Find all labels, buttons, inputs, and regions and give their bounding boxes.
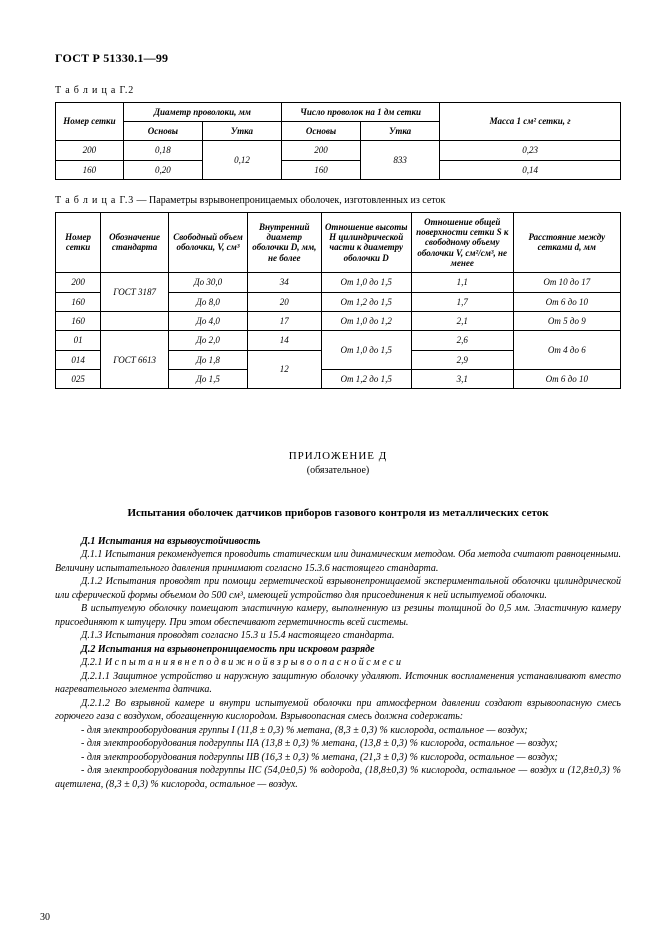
cell: 160	[56, 292, 101, 311]
table-g3: Номер сетки Обозначение стандарта Свобод…	[55, 212, 621, 390]
cell: 025	[56, 370, 101, 389]
th-diam-osn: Основы	[123, 122, 202, 141]
cell: 0,20	[123, 160, 202, 179]
cell: 160	[281, 160, 360, 179]
th: Расстояние между сетками d, мм	[513, 212, 620, 273]
cell: 1,7	[411, 292, 513, 311]
cell: До 1,8	[168, 350, 247, 369]
cell: 2,1	[411, 311, 513, 330]
cell: До 1,5	[168, 370, 247, 389]
cell: От 10 до 17	[513, 273, 620, 292]
d1-title: Д.1 Испытания на взрывоустойчивость	[81, 536, 260, 547]
cell: До 4,0	[168, 311, 247, 330]
appendix-title: ПРИЛОЖЕНИЕ Д	[55, 449, 621, 464]
p-d2-1-1: Д.2.1.1 Защитное устройство и наружную з…	[55, 670, 621, 697]
cell: 0,14	[440, 160, 621, 179]
cell: От 1,0 до 1,5	[321, 331, 411, 370]
p-d1-2a: В испытуемую оболочку помещают эластичну…	[55, 602, 621, 629]
cell: 34	[248, 273, 321, 292]
th: Внутренний диаметр оболочки D, мм, не бо…	[248, 212, 321, 273]
cell: До 30,0	[168, 273, 247, 292]
cell: До 8,0	[168, 292, 247, 311]
cell: 160	[56, 160, 124, 179]
table-row: 160 До 4,0 17 От 1,0 до 1,2 2,1 От 5 до …	[56, 311, 621, 330]
bullet4: - для электрооборудования подгруппы IIС …	[55, 764, 621, 791]
cell	[101, 311, 169, 330]
cell: 20	[248, 292, 321, 311]
cell: 160	[56, 311, 101, 330]
cell: От 5 до 9	[513, 311, 620, 330]
cell: От 1,0 до 1,2	[321, 311, 411, 330]
cell: 2,6	[411, 331, 513, 350]
cell: 3,1	[411, 370, 513, 389]
p-d1-1: Д.1.1 Испытания рекомендуется проводить …	[55, 548, 621, 575]
cell: До 2,0	[168, 331, 247, 350]
cell: 014	[56, 350, 101, 369]
th-mesh: Номер сетки	[56, 102, 124, 141]
table-row: 01 ГОСТ 6613 До 2,0 14 От 1,0 до 1,5 2,6…	[56, 331, 621, 350]
bullet1: - для электрооборудования группы I (11,8…	[55, 724, 621, 738]
p-d1-3: Д.1.3 Испытания проводят согласно 15.3 и…	[55, 629, 621, 643]
th-mass: Масса 1 см² сетки, г	[440, 102, 621, 141]
cell: 2,9	[411, 350, 513, 369]
page-number: 30	[40, 911, 50, 925]
th: Свободный объем оболочки, V, см³	[168, 212, 247, 273]
cell: 17	[248, 311, 321, 330]
caption-prefix: Т а б л и ц а Г.3	[55, 195, 134, 206]
th: Номер сетки	[56, 212, 101, 273]
th: Отношение общей поверхности сетки S к св…	[411, 212, 513, 273]
cell: 0,12	[202, 141, 281, 180]
cell: ГОСТ 6613	[101, 331, 169, 389]
cell: От 1,2 до 1,5	[321, 370, 411, 389]
cell: 833	[361, 141, 440, 180]
table-g2-caption: Т а б л и ц а Г.2	[55, 84, 621, 98]
cell: От 6 до 10	[513, 292, 620, 311]
cell: От 1,2 до 1,5	[321, 292, 411, 311]
table-row: 160 0,20 160 0,14	[56, 160, 621, 179]
table-g2: Номер сетки Диаметр проволоки, мм Число …	[55, 102, 621, 180]
th-diam: Диаметр проволоки, мм	[123, 102, 281, 121]
th: Отношение высоты H цилиндрической части …	[321, 212, 411, 273]
cell: От 1,0 до 1,5	[321, 273, 411, 292]
p-d1-2: Д.1.2 Испытания проводят при помощи герм…	[55, 575, 621, 602]
table-g3-caption: Т а б л и ц а Г.3 — Параметры взрывонепр…	[55, 194, 621, 208]
caption-rest: — Параметры взрывонепроницаемых оболочек…	[134, 195, 445, 206]
th-count: Число проволок на 1 дм сетки	[281, 102, 439, 121]
bullet3: - для электрооборудования подгруппы IIВ …	[55, 751, 621, 765]
body-text: Д.1 Испытания на взрывоустойчивость Д.1.…	[55, 535, 621, 792]
th-cnt-osn: Основы	[281, 122, 360, 141]
cell: 200	[56, 141, 124, 160]
p-d2-1-title: Д.2.1 И с п ы т а н и я в н е п о д в и …	[55, 656, 621, 670]
th: Обозначение стандарта	[101, 212, 169, 273]
cell: 1,1	[411, 273, 513, 292]
appendix-sub: (обязательное)	[55, 464, 621, 478]
th-diam-utk: Утка	[202, 122, 281, 141]
cell: 200	[281, 141, 360, 160]
cell: От 6 до 10	[513, 370, 620, 389]
bullet2: - для электрооборудования подгруппы IIА …	[55, 737, 621, 751]
cell: 0,18	[123, 141, 202, 160]
cell: 200	[56, 273, 101, 292]
doc-header: ГОСТ Р 51330.1—99	[55, 50, 621, 66]
cell: 0,23	[440, 141, 621, 160]
table-row: 200 0,18 0,12 200 833 0,23	[56, 141, 621, 160]
d2-title: Д.2 Испытания на взрывонепроницаемость п…	[81, 644, 375, 655]
section-title: Испытания оболочек датчиков приборов газ…	[55, 506, 621, 521]
cell: От 4 до 6	[513, 331, 620, 370]
table-row: 200 ГОСТ 3187 До 30,0 34 От 1,0 до 1,5 1…	[56, 273, 621, 292]
th-cnt-utk: Утка	[361, 122, 440, 141]
cell: 12	[248, 350, 321, 389]
cell: 14	[248, 331, 321, 350]
cell: ГОСТ 3187	[101, 273, 169, 312]
cell: 01	[56, 331, 101, 350]
p-d2-1-2: Д.2.1.2 Во взрывной камере и внутри испы…	[55, 697, 621, 724]
